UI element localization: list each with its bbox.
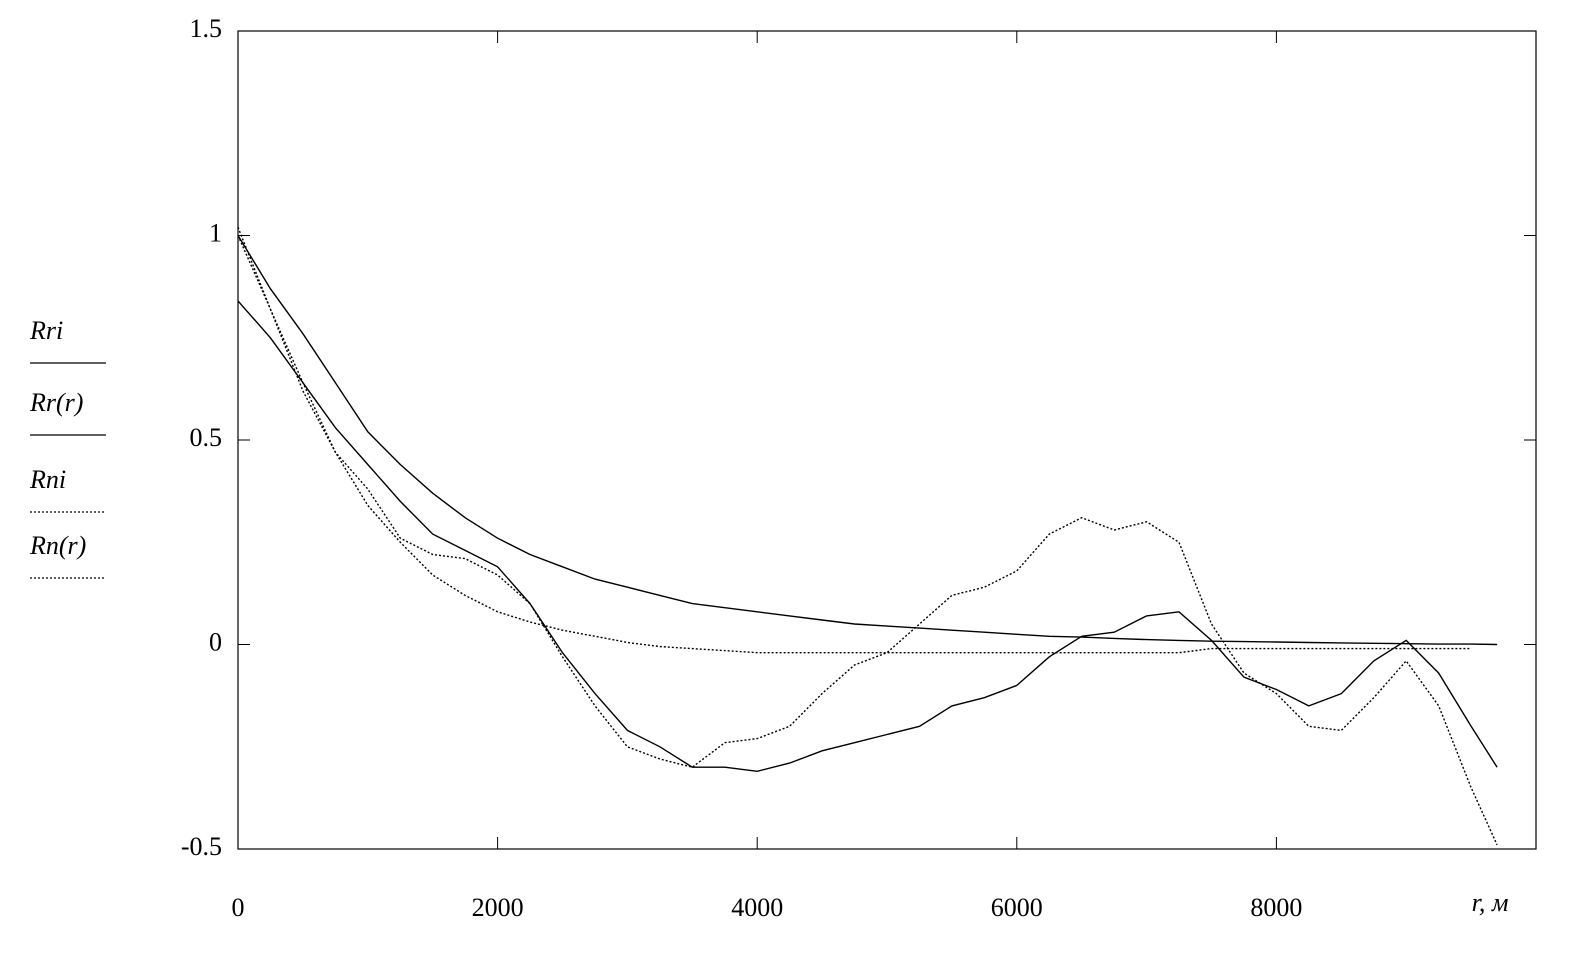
x-axis-label: r, м [1472, 888, 1509, 917]
y-tick-label: 0 [209, 627, 222, 656]
x-tick-label: 6000 [991, 893, 1043, 922]
y-tick-label: -0.5 [181, 832, 222, 861]
series-line [237, 235, 1472, 654]
x-tick-label: 8000 [1250, 893, 1302, 922]
x-tick-label: 0 [232, 893, 245, 922]
y-tick-label: 0.5 [190, 423, 223, 452]
x-tick-label: 4000 [731, 893, 783, 922]
series-line [237, 235, 1498, 646]
legend-label: Rr(r) [29, 388, 83, 417]
series-line [237, 300, 1498, 773]
x-tick-label: 2000 [472, 893, 524, 922]
series-line [237, 227, 1498, 846]
plot-frame [237, 30, 1537, 850]
y-tick-label: 1.5 [190, 14, 223, 43]
y-tick-label: 1 [209, 218, 222, 247]
legend-label: Rri [29, 316, 63, 345]
legend-label: Rni [29, 465, 66, 494]
legend-label: Rn(r) [29, 531, 86, 560]
